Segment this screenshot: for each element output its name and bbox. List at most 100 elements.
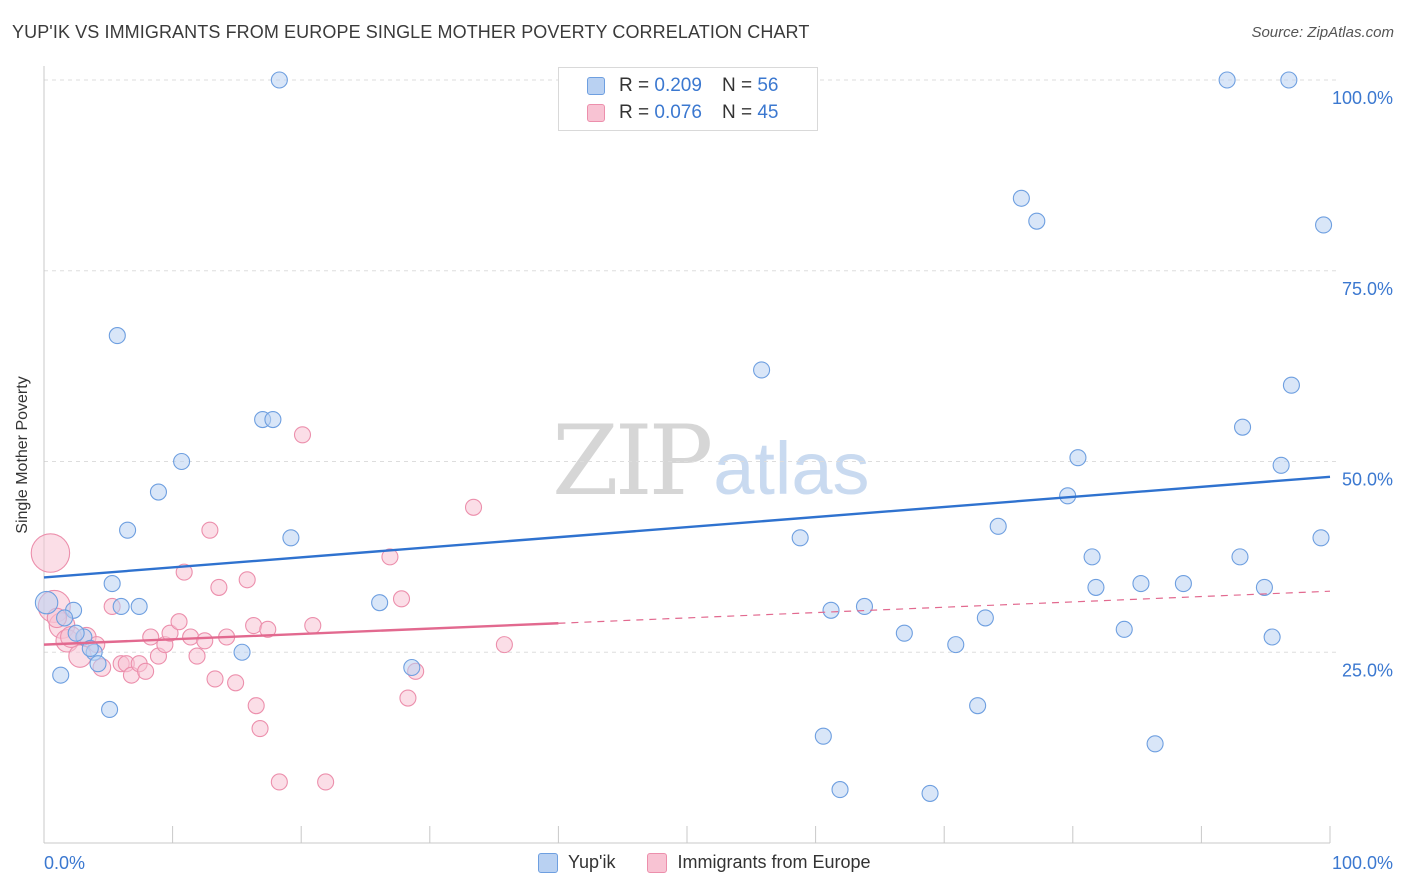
data-point-yupik — [1263, 628, 1281, 646]
x-tick-label: 100.0% — [1332, 853, 1393, 873]
trend-line-immigrants — [43, 622, 559, 646]
legend-row-yupik: R = 0.209 N = 56 — [587, 74, 778, 98]
data-point-immigrants — [210, 578, 228, 596]
legend-row-immigrants: R = 0.076 N = 45 — [587, 101, 778, 125]
data-point-yupik — [855, 597, 874, 616]
data-point-yupik — [1012, 189, 1030, 207]
data-point-yupik — [56, 609, 74, 627]
grid-lines — [44, 79, 1338, 653]
trend-line-yupik — [43, 475, 1331, 579]
data-point-yupik — [1231, 548, 1249, 566]
legend-swatch-pink — [647, 852, 668, 873]
data-point-immigrants — [381, 548, 399, 566]
legend-swatch-blue — [587, 77, 605, 95]
tick-labels: 25.0% 50.0% 75.0% 100.0% 0.0% 100.0% — [44, 88, 1393, 873]
series-yupik — [34, 71, 1333, 802]
data-point-immigrants — [392, 590, 411, 608]
watermark-atlas: atlas — [713, 427, 870, 510]
legend-item-immigrants: Immigrants from Europe — [647, 852, 871, 873]
data-point-yupik — [976, 609, 994, 627]
legend-label-immigrants: Immigrants from Europe — [677, 852, 871, 872]
data-point-yupik — [921, 784, 939, 802]
legend-r-value: 0.076 — [654, 102, 702, 123]
data-point-immigrants — [464, 498, 483, 516]
data-point-yupik — [895, 624, 913, 642]
legend-n-label: N = — [721, 75, 753, 96]
data-point-yupik — [822, 601, 840, 619]
data-point-yupik — [831, 781, 849, 799]
data-point-yupik — [1280, 71, 1298, 89]
correlation-legend: R = 0.209 N = 56 R = 0.076 N = 45 — [558, 67, 818, 131]
data-point-immigrants — [196, 632, 214, 650]
data-point-yupik — [1315, 216, 1333, 234]
y-tick-label: 50.0% — [1342, 470, 1393, 490]
data-point-immigrants — [142, 628, 160, 646]
data-point-yupik — [103, 575, 121, 593]
series-legend: Yup'ik Immigrants from Europe — [538, 852, 903, 873]
data-point-yupik — [1272, 456, 1290, 474]
data-point-yupik — [270, 71, 288, 89]
data-point-yupik — [81, 639, 99, 657]
data-point-yupik — [119, 521, 137, 539]
data-point-immigrants — [137, 662, 155, 680]
legend-r-label: R = — [619, 102, 650, 123]
data-point-immigrants — [175, 563, 193, 581]
legend-n-value: 56 — [757, 75, 779, 96]
trend-line-immigrants-extension — [558, 590, 1331, 624]
data-point-immigrants — [259, 620, 277, 638]
data-point-yupik — [1312, 529, 1330, 547]
data-point-immigrants — [201, 521, 219, 539]
data-point-yupik — [52, 666, 70, 684]
legend-r-label: R = — [619, 75, 650, 96]
legend-r-value: 0.209 — [654, 75, 702, 96]
legend-item-yupik: Yup'ik — [538, 852, 615, 873]
data-point-yupik — [233, 643, 251, 661]
data-point-immigrants — [227, 674, 245, 692]
data-point-yupik — [1069, 449, 1087, 467]
data-point-yupik — [753, 361, 771, 379]
data-point-immigrants — [247, 697, 265, 715]
data-point-yupik — [112, 597, 130, 616]
data-point-yupik — [101, 700, 119, 719]
y-tick-label: 25.0% — [1342, 660, 1393, 680]
data-point-immigrants — [317, 773, 335, 791]
series-immigrants-from-europe — [30, 426, 513, 791]
legend-n-value: 45 — [757, 102, 779, 123]
data-point-immigrants — [399, 689, 417, 707]
data-point-yupik — [1083, 548, 1101, 566]
data-point-immigrants — [170, 613, 188, 631]
source-label: Source: ZipAtlas.com — [1251, 24, 1394, 41]
data-point-immigrants — [251, 719, 269, 738]
data-point-yupik — [371, 594, 389, 612]
data-point-yupik — [403, 658, 421, 677]
data-point-immigrants — [293, 426, 312, 444]
axes — [43, 66, 1331, 844]
trend-lines — [43, 475, 1331, 646]
data-point-yupik — [130, 597, 148, 616]
data-point-immigrants — [245, 616, 263, 635]
legend-swatch-blue — [538, 852, 558, 873]
chart-title: YUP'IK VS IMMIGRANTS FROM EUROPE SINGLE … — [12, 22, 810, 42]
data-point-yupik — [969, 697, 987, 715]
data-point-yupik — [264, 410, 282, 429]
data-point-yupik — [149, 483, 168, 501]
data-point-yupik — [1234, 418, 1252, 436]
legend-swatch-pink — [587, 104, 605, 122]
data-point-yupik — [89, 655, 107, 673]
data-point-yupik — [1174, 575, 1192, 593]
data-point-immigrants — [238, 571, 256, 589]
data-point-immigrants — [188, 647, 206, 665]
y-tick-label: 100.0% — [1332, 88, 1393, 108]
data-point-yupik — [1146, 735, 1164, 753]
data-point-yupik — [1282, 376, 1300, 394]
y-axis-label: Single Mother Poverty — [14, 376, 31, 534]
y-tick-label: 75.0% — [1342, 279, 1393, 299]
data-point-yupik — [67, 624, 85, 642]
data-point-immigrants — [182, 628, 200, 646]
x-tick-label: 0.0% — [44, 853, 85, 873]
data-point-yupik — [282, 529, 300, 547]
data-point-yupik — [791, 529, 809, 547]
legend-label-yupik: Yup'ik — [568, 852, 616, 872]
data-point-yupik — [1028, 212, 1046, 230]
data-point-yupik — [1218, 71, 1236, 89]
